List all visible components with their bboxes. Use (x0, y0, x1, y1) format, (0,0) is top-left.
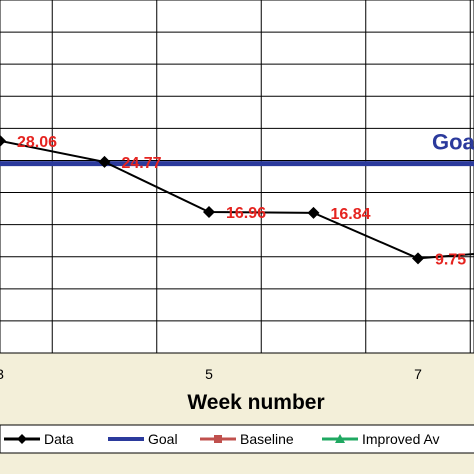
legend-label: Goal (148, 431, 178, 447)
legend: Data Goal Baseline Improved Av (0, 424, 474, 454)
legend-label: Improved Av (362, 431, 440, 447)
x-tick-label: 7 (414, 366, 422, 382)
data-label: 9.75 (435, 251, 466, 268)
plot-area (0, 0, 474, 354)
data-point (203, 206, 215, 219)
legend-label: Data (44, 431, 74, 447)
legend-marker (335, 434, 345, 443)
grid (0, 0, 474, 353)
legend-box (0, 424, 474, 454)
data-point (412, 252, 424, 265)
data-point (0, 134, 6, 147)
legend-marker (214, 435, 222, 443)
x-tick-label: 5 (205, 366, 213, 382)
x-axis-title: Week number (187, 391, 324, 414)
legend-label: Baseline (240, 431, 294, 447)
data-line (0, 139, 474, 260)
x-tick-label: 3 (0, 366, 4, 382)
goal-annotation: Goa (432, 130, 474, 155)
data-point (307, 206, 320, 219)
data-label: 16.96 (226, 205, 266, 222)
series-layer: Goa (0, 130, 474, 265)
data-label: 28.06 (17, 134, 57, 151)
legend-marker (17, 434, 27, 444)
data-point (98, 155, 111, 168)
x-tick-layer: 3 5 7 (0, 366, 422, 382)
data-label: 24.77 (122, 155, 162, 172)
data-label-layer: 28.06 24.77 16.96 16.84 9.75 (17, 134, 466, 269)
data-label: 16.84 (331, 206, 371, 223)
